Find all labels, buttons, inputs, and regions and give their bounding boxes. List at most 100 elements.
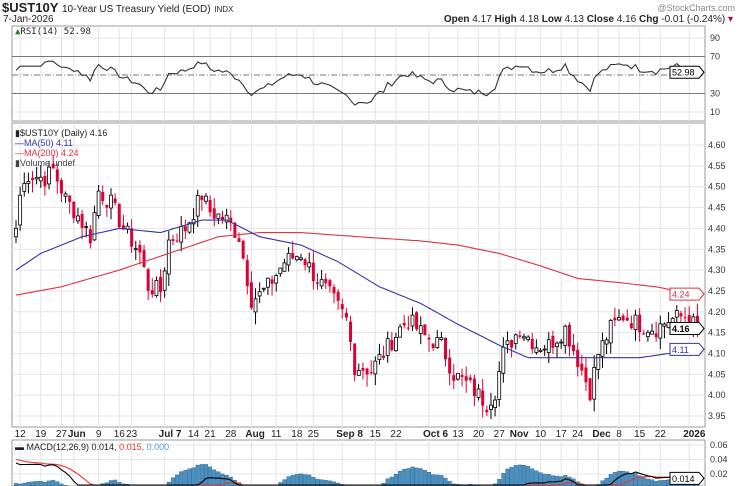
macd-histogram-bar (567, 476, 572, 486)
macd-tick-label: 0.04 (710, 455, 728, 465)
candle-body (208, 199, 212, 213)
candle-body (654, 333, 658, 338)
candle-body (534, 347, 539, 353)
candle-body (369, 371, 373, 373)
candle-body (92, 212, 97, 241)
y-tick-label: 4.15 (708, 328, 726, 338)
candle-body (328, 280, 332, 287)
x-tick-label: 28 (225, 429, 237, 440)
rsi-line (15, 60, 698, 106)
candle-body (101, 191, 105, 202)
candle-body (679, 313, 683, 317)
x-tick-label: 21 (205, 429, 217, 440)
y-tick-label: 4.25 (708, 286, 726, 296)
x-tick-label: 24 (572, 429, 584, 440)
x-tick-label: 16 (114, 429, 126, 440)
x-tick-label: 12 (15, 429, 27, 440)
candle-body (166, 239, 171, 275)
candle-body (121, 225, 125, 230)
candle-body (382, 355, 386, 358)
candle-body (538, 349, 543, 352)
candle-body (212, 208, 216, 219)
ma50-value-tag-text: 4.11 (672, 345, 689, 355)
macd-histogram-bar (439, 475, 444, 486)
macd-histogram-bar (166, 481, 171, 486)
candle-body (315, 282, 319, 284)
ma200-value-tag-text: 4.24 (672, 290, 690, 300)
candle-body (274, 275, 279, 284)
candle-body (130, 228, 134, 247)
macd-histogram-bar (410, 466, 415, 486)
macd-signal-text: 0.015, (116, 442, 145, 452)
macd-line-icon: ▬ (15, 442, 24, 452)
candle-body (286, 252, 291, 266)
candle-body (150, 290, 154, 295)
candle-body (592, 367, 597, 400)
candle-body (237, 238, 241, 242)
candle-body (476, 388, 481, 398)
macd-histogram-bar (550, 475, 555, 486)
macd-histogram-bar (633, 473, 638, 486)
y-tick-label: 4.35 (708, 244, 726, 254)
candle-body (460, 375, 464, 377)
candle-body (340, 304, 344, 310)
macd-histogram-bar (199, 464, 204, 486)
macd-panel (11, 439, 706, 486)
macd-histogram-bar (393, 473, 398, 486)
candle-body (307, 262, 312, 268)
high-label: High (494, 14, 517, 25)
macd-histogram-bar (398, 470, 403, 486)
macd-histogram-bar (51, 480, 56, 486)
candle-body (567, 324, 571, 347)
ma200-line (15, 232, 698, 296)
x-tick-label: 14 (188, 429, 200, 440)
macd-histogram-bar (38, 480, 43, 486)
x-tick-label: 23 (126, 429, 138, 440)
candle-body (294, 256, 299, 261)
candle-body (270, 279, 274, 284)
candle-body (584, 367, 588, 383)
candle-body (241, 240, 245, 259)
rsi-icon: ▲ (15, 27, 21, 37)
candle-body (406, 327, 410, 329)
candle-body (76, 215, 80, 222)
macd-histogram-bar (608, 474, 613, 486)
candle-body (530, 338, 534, 350)
candle-body (493, 399, 497, 408)
chg-label: Chg (639, 14, 659, 25)
macd-value-tag-text: 0.014 (672, 474, 695, 484)
candle-body (311, 262, 315, 282)
candle-body (80, 213, 84, 228)
candle-body (38, 176, 43, 182)
candle-body (171, 239, 175, 241)
candle-body (55, 169, 59, 182)
price-panel (11, 122, 706, 428)
candle-body (576, 349, 580, 368)
exchange: INDX (214, 5, 234, 14)
macd-histogram-bar (402, 469, 407, 486)
x-tick-label: 10 (535, 429, 547, 440)
chg-value: -0.01 (-0.24%) (661, 14, 726, 25)
candle-body (266, 277, 270, 288)
macd-histogram-bar (600, 480, 605, 486)
candle-body (233, 222, 237, 239)
candle-body (14, 227, 18, 238)
candle-body (51, 163, 55, 169)
macd-histogram-bar (501, 473, 506, 486)
candle-body (505, 340, 510, 345)
candle-body (105, 205, 109, 208)
candle-body (299, 257, 303, 260)
candle-body (253, 298, 258, 313)
macd-histogram-bar (443, 477, 448, 486)
candle-body (674, 310, 679, 318)
x-tick-label: Dec (592, 429, 611, 440)
candle-body (47, 166, 51, 185)
macd-histogram-bar (286, 476, 291, 486)
rsi-legend-text: RSI(14) 52.98 (20, 27, 91, 37)
candle-body (658, 323, 663, 339)
macd-value-tag-box (669, 471, 705, 485)
open-label: Open (443, 14, 470, 25)
macd-histogram-bar (641, 477, 646, 486)
candle-body (501, 346, 506, 374)
